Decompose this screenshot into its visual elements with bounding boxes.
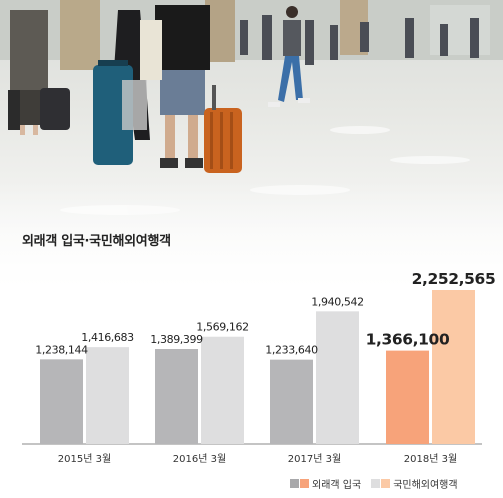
legend: 외래객 입국 국민해외여행객 xyxy=(290,476,468,491)
bar-foreign-2 xyxy=(270,359,313,444)
legend-label-foreign: 외래객 입국 xyxy=(312,480,362,491)
bar-outbound-3 xyxy=(432,290,475,444)
legend-swatch-orange xyxy=(300,479,309,488)
data-label-foreign-0: 1,238,144 xyxy=(35,343,88,356)
x-tick-label-3: 2018년 3월 xyxy=(404,453,457,465)
data-label-outbound-2: 1,940,542 xyxy=(311,295,363,308)
data-label-outbound-1: 1,569,162 xyxy=(196,321,248,334)
bar-outbound-0 xyxy=(86,347,129,444)
legend-label-outbound: 국민해외여행객 xyxy=(393,480,458,491)
bar-outbound-1 xyxy=(201,336,244,444)
legend-swatch-lightgray xyxy=(371,479,381,488)
bar-foreign-3 xyxy=(386,350,429,444)
data-label-outbound-0: 1,416,683 xyxy=(81,331,134,344)
data-label-foreign-3: 1,366,100 xyxy=(366,331,450,349)
data-label-foreign-1: 1,389,399 xyxy=(150,333,203,346)
x-tick-label-2: 2017년 3월 xyxy=(288,453,341,465)
data-label-outbound-3: 2,252,565 xyxy=(412,270,496,288)
legend-swatch-gray xyxy=(290,479,299,488)
data-label-foreign-2: 1,233,640 xyxy=(265,344,318,357)
legend-item-foreign: 외래객 입국 xyxy=(290,476,361,491)
x-tick-label-0: 2015년 3월 xyxy=(58,453,111,465)
airport-photo xyxy=(0,0,503,300)
bar-outbound-2 xyxy=(316,311,359,444)
x-tick-label-1: 2016년 3월 xyxy=(173,453,226,465)
bar-foreign-1 xyxy=(155,349,198,444)
bar-foreign-0 xyxy=(40,359,83,444)
legend-item-outbound: 국민해외여행객 xyxy=(371,476,458,491)
legend-swatch-peach xyxy=(381,479,391,488)
chart-title: 외래객 입국·국민해외여행객 xyxy=(22,234,171,249)
